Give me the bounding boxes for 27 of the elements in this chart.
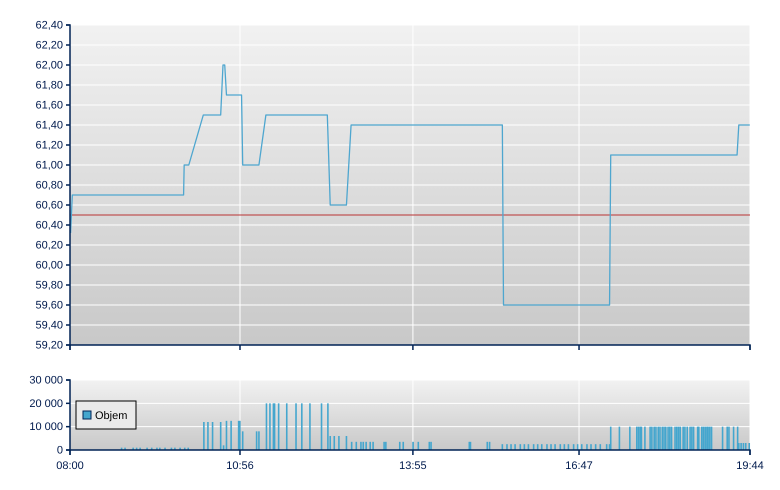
y-tick-label: 60,80 [35, 180, 63, 192]
y-tick-label: 0 [56, 444, 63, 457]
y-tick-label: 59,40 [35, 320, 63, 332]
y-tick-label: 59,20 [35, 340, 63, 352]
y-tick-label: 10 000 [29, 421, 63, 434]
y-tick-label: 61,80 [35, 80, 63, 92]
y-tick-label: 60,40 [35, 220, 63, 232]
y-tick-label: 59,60 [35, 300, 63, 312]
y-tick-label: 60,20 [35, 240, 63, 252]
y-tick-label: 61,00 [35, 160, 63, 172]
y-tick-label: 62,20 [35, 40, 63, 52]
y-tick-label: 30 000 [29, 374, 63, 387]
y-tick-label: 61,20 [35, 140, 63, 152]
x-tick-label: 19:44 [736, 460, 764, 472]
legend-label: Objem [95, 410, 128, 422]
x-tick-label: 13:55 [399, 460, 427, 472]
y-tick-label: 60,00 [35, 260, 63, 272]
y-tick-label: 60,60 [35, 200, 63, 212]
x-tick-label: 16:47 [565, 460, 593, 472]
x-tick-label: 08:00 [56, 460, 84, 472]
x-tick-label: 10:56 [226, 460, 254, 472]
y-tick-label: 61,40 [35, 120, 63, 132]
y-tick-label: 61,60 [35, 100, 63, 112]
y-tick-label: 20 000 [29, 398, 63, 410]
y-tick-label: 62,00 [35, 60, 63, 72]
y-tick-label: 59,80 [35, 280, 63, 292]
y-tick-label: 62,40 [35, 20, 63, 32]
